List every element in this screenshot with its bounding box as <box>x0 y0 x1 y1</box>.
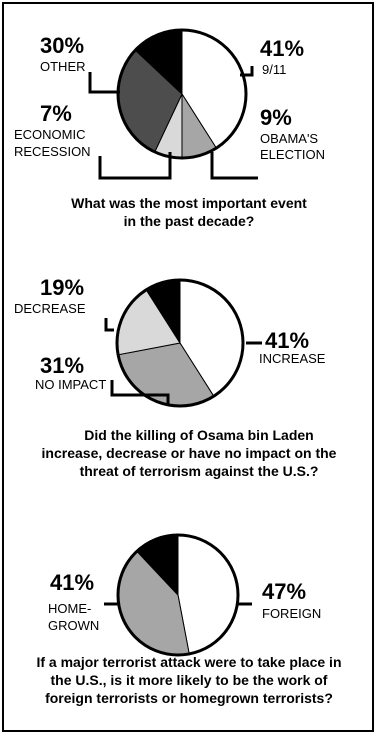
pie-3-outline <box>116 533 240 657</box>
slice-pct-obamas-election: 9% <box>260 105 292 130</box>
question-3-line-2: the U.S., is it more likely to be the wo… <box>51 672 328 688</box>
slice-pct-other: 30% <box>40 33 84 58</box>
pie-2-slices <box>115 278 245 408</box>
slice-label-economic-recession-2: RECESSION <box>14 144 91 159</box>
question-3-line-1: If a major terrorist attack were to take… <box>36 654 341 670</box>
pie-chart-2: 41% INCREASE 31% NO IMPACT 19% DECREASE … <box>14 275 337 479</box>
slice-label-9-11: 9/11 <box>262 62 286 77</box>
slice-label-homegrown-2: GROWN <box>48 618 99 633</box>
leader-line-other <box>88 72 120 94</box>
slice-pct-homegrown: 41% <box>50 570 94 595</box>
slice-pct-economic-recession: 7% <box>40 101 72 126</box>
pie-chart-1: 41% 9/11 9% OBAMA'S ELECTION 7% ECONOMIC… <box>14 28 325 229</box>
pie-3-slice-1 <box>177 534 239 655</box>
question-2-line-3: threat of terrorism against the U.S.? <box>80 463 319 479</box>
slice-label-homegrown-1: HOME- <box>48 601 91 616</box>
leader-line-decrease <box>104 318 114 332</box>
slice-label-obamas-election-2: ELECTION <box>260 147 325 162</box>
pie-1-outline <box>116 28 248 160</box>
slice-pct-decrease: 19% <box>40 275 84 300</box>
question-1-line-1: What was the most important event <box>71 195 307 211</box>
slice-label-obamas-election-1: OBAMA'S <box>260 131 318 146</box>
question-2-line-1: Did the killing of Osama bin Laden <box>84 427 313 443</box>
pie-chart-3: 47% FOREIGN 41% HOME- GROWN If a major t… <box>36 533 342 706</box>
slice-pct-no-impact: 31% <box>40 353 84 378</box>
slice-label-increase: INCREASE <box>259 351 326 366</box>
pie-3-slices <box>116 533 240 657</box>
question-1-line-2: in the past decade? <box>124 213 255 229</box>
question-2-line-2: increase, decrease or have no impact on … <box>42 445 337 461</box>
leader-line-economic-recession <box>98 152 172 180</box>
leader-line-obamas-election <box>210 152 258 180</box>
slice-pct-increase: 41% <box>265 328 309 353</box>
pie-2-outline <box>115 278 245 408</box>
slice-label-decrease: DECREASE <box>14 301 86 316</box>
question-3-line-3: foreign terrorists or homegrown terroris… <box>45 690 333 706</box>
pie-1-slices <box>116 28 248 160</box>
slice-label-other: OTHER <box>40 59 86 74</box>
slice-pct-foreign: 47% <box>262 579 306 604</box>
leader-line-9-11 <box>240 66 254 77</box>
slice-label-no-impact: NO IMPACT <box>35 377 106 392</box>
slice-pct-9-11: 41% <box>260 36 304 61</box>
slice-label-foreign: FOREIGN <box>262 606 321 621</box>
leader-line-no-impact <box>110 380 170 405</box>
slice-label-economic-recession-1: ECONOMIC <box>14 127 86 142</box>
